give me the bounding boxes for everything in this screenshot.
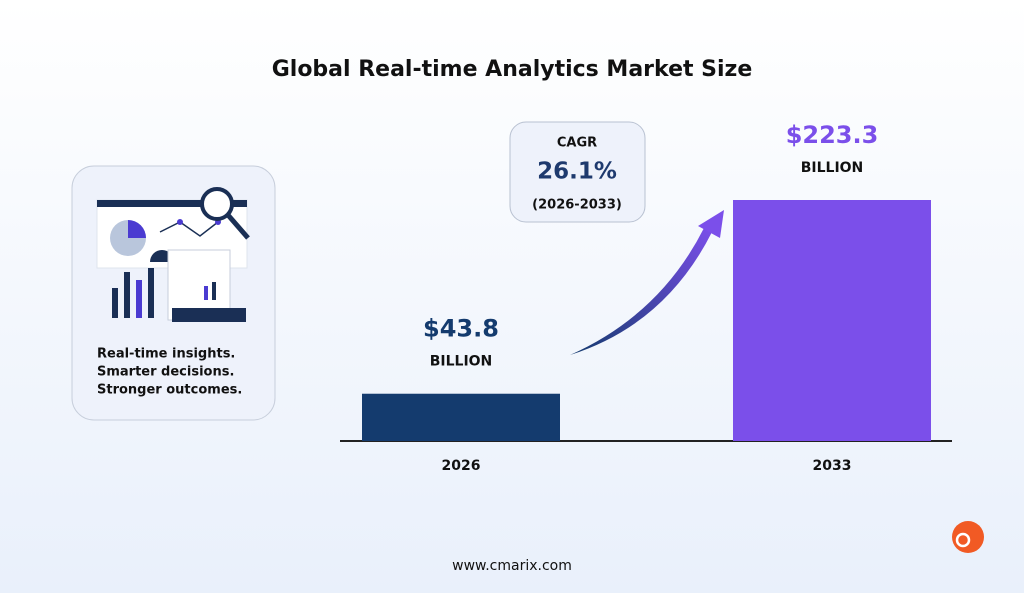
chart-title: Global Real-time Analytics Market Size xyxy=(272,57,753,82)
logo xyxy=(952,521,984,553)
x-tick-label: 2026 xyxy=(442,458,481,474)
value-unit: BILLION xyxy=(430,354,493,370)
cagr-label: CAGR xyxy=(557,136,597,151)
footer: www.cmarix.com xyxy=(452,558,572,574)
cagr-period: (2026-2033) xyxy=(532,198,622,213)
value-unit: BILLION xyxy=(801,160,864,176)
value-label: $43.8 xyxy=(423,315,499,343)
sidebar-line: Smarter decisions. xyxy=(97,365,234,380)
bar xyxy=(362,393,560,441)
cagr-box: CAGR 26.1% (2026-2033) xyxy=(509,121,646,223)
x-tick-label: 2033 xyxy=(813,458,852,474)
cagr-value: 26.1% xyxy=(537,159,617,185)
sidebar-line: Stronger outcomes. xyxy=(97,383,242,398)
value-label: $223.3 xyxy=(786,121,879,149)
bar xyxy=(733,200,931,441)
sidebar-line: Real-time insights. xyxy=(97,347,235,362)
growth-arrow xyxy=(570,210,724,355)
sidebar-card: Real-time insights. Smarter decisions. S… xyxy=(71,165,276,421)
